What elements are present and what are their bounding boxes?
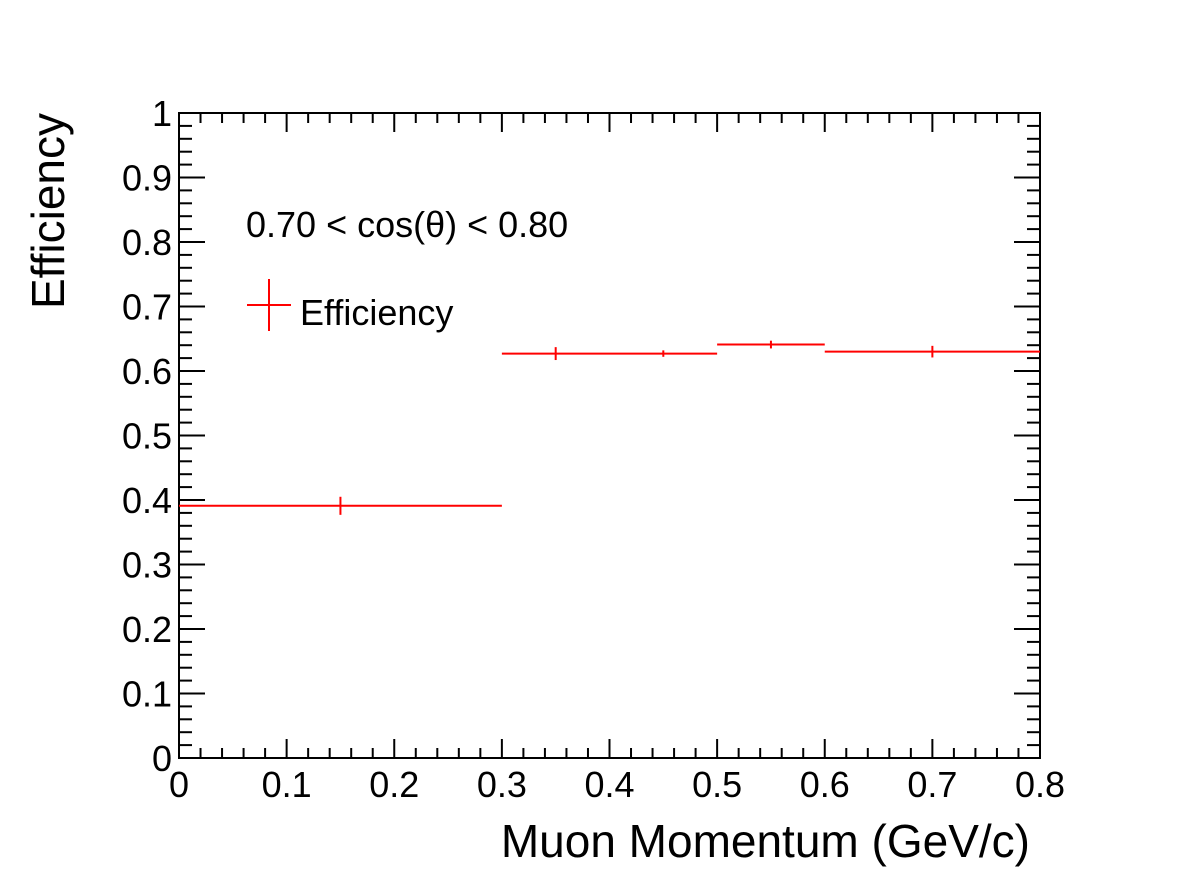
y-tick-label: 0.5 xyxy=(122,416,172,457)
y-tick-label: 0.4 xyxy=(122,480,172,521)
data-point xyxy=(717,340,825,349)
x-tick-label: 0.3 xyxy=(477,764,527,805)
data-point xyxy=(609,350,718,357)
data-point xyxy=(179,496,502,515)
data-point xyxy=(501,347,610,361)
y-tick-label: 0.3 xyxy=(122,545,172,586)
y-tick-labels: 0 0.1 0.2 0.3 0.4 0.5 0.6 0.7 0.8 0.9 1 xyxy=(122,93,172,779)
x-tick-label: 0.6 xyxy=(800,764,850,805)
y-tick-label: 0.8 xyxy=(122,222,172,263)
x-axis-label: Muon Momentum (GeV/c) xyxy=(501,815,1030,867)
legend-label: Efficiency xyxy=(300,292,453,333)
cos-theta-annotation: 0.70 < cos(θ) < 0.80 xyxy=(246,204,568,245)
x-tick-labels: 0 0.1 0.2 0.3 0.4 0.5 0.6 0.7 0.8 xyxy=(169,764,1065,805)
y-tick-label: 1 xyxy=(152,93,172,134)
y-tick-label: 0.9 xyxy=(122,158,172,199)
y-tick-label: 0 xyxy=(152,738,172,779)
axis-ticks xyxy=(178,112,1041,759)
x-tick-label: 0 xyxy=(169,764,189,805)
legend: Efficiency xyxy=(247,279,453,333)
y-tick-label: 0.6 xyxy=(122,351,172,392)
y-tick-label: 0.2 xyxy=(122,609,172,650)
data-point xyxy=(824,345,1040,358)
y-tick-label: 0.1 xyxy=(122,674,172,715)
x-tick-label: 0.7 xyxy=(907,764,957,805)
x-tick-label: 0.8 xyxy=(1015,764,1065,805)
x-tick-label: 0.1 xyxy=(262,764,312,805)
y-axis-label: Efficiency xyxy=(22,113,74,309)
x-tick-label: 0.4 xyxy=(584,764,634,805)
x-tick-label: 0.2 xyxy=(369,764,419,805)
data-points xyxy=(179,340,1040,515)
y-tick-label: 0.7 xyxy=(122,287,172,328)
x-tick-label: 0.5 xyxy=(692,764,742,805)
